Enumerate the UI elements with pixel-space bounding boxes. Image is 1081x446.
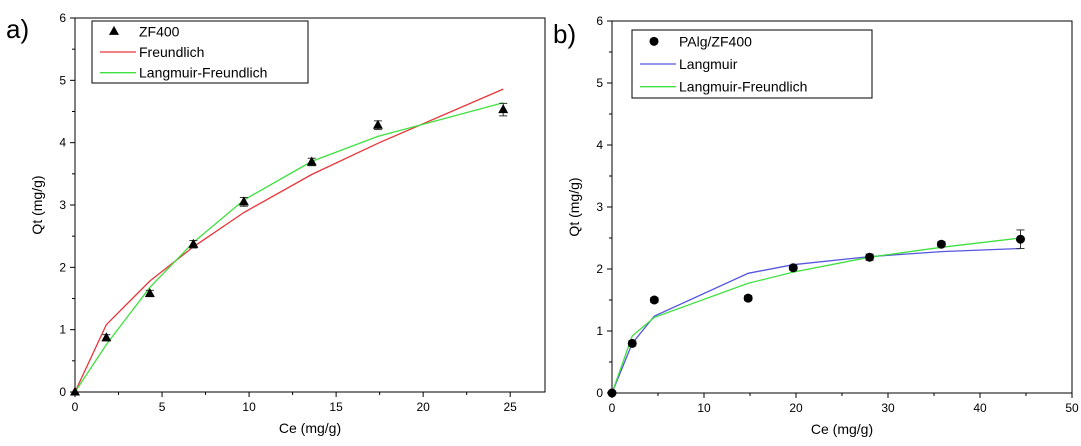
x-tick-label: 0 — [609, 401, 616, 415]
y-tick-label: 2 — [59, 260, 66, 274]
chart-a: 0 5 10 15 20 25 0 1 2 3 4 5 6 Ce (mg/g) Qt (mg/g) ZF400… — [29, 11, 546, 436]
x-tick-label: 20 — [416, 400, 430, 414]
y-tick-label: 3 — [596, 200, 603, 214]
data-point — [498, 104, 509, 114]
y-axis-title: Qt (mg/g) — [566, 177, 582, 236]
series-line — [74, 102, 504, 393]
x-axis-title: Ce (mg/g) — [811, 421, 873, 437]
panel-label-b: b) — [553, 19, 576, 49]
y-tick-label: 3 — [59, 198, 66, 212]
data-point — [188, 238, 199, 248]
legend-marker-swatch — [649, 36, 659, 46]
y-tick-label: 5 — [596, 76, 603, 90]
x-tick-label: 10 — [697, 401, 711, 415]
x-tick-label: 30 — [881, 401, 895, 415]
x-axis-title: Ce (mg/g) — [279, 420, 341, 436]
legend-label: ZF400 — [139, 23, 180, 39]
y-tick-label: 0 — [596, 386, 603, 400]
y-tick-label: 6 — [59, 11, 66, 25]
chart-b: 0 10 20 30 40 50 0 1 2 3 4 5 6 Ce (mg/g) Qt (mg/g) PAlg… — [566, 14, 1079, 437]
x-tick-label: 20 — [789, 401, 803, 415]
panel-label-a: a) — [6, 14, 29, 44]
data-point — [1015, 234, 1025, 244]
y-tick-label: 6 — [596, 14, 603, 28]
y-tick-label: 1 — [59, 323, 66, 337]
legend: ZF400 Freundlich Langmuir-Freundlich — [91, 20, 309, 84]
x-tick-label: 15 — [329, 400, 343, 414]
series-line — [611, 247, 1021, 394]
data-point — [936, 239, 946, 249]
legend-label: Langmuir-Freundlich — [679, 79, 807, 95]
legend-marker-swatch — [109, 25, 119, 35]
x-tick-label: 50 — [1065, 401, 1079, 415]
legend-label: Freundlich — [139, 44, 204, 60]
x-tick-label: 10 — [242, 400, 256, 414]
data-point — [627, 338, 637, 348]
series-line — [74, 88, 504, 393]
legend: PAlg/ZF400 Langmuir Langmuir-Freundlich — [631, 29, 873, 99]
y-tick-label: 4 — [596, 138, 603, 152]
data-point — [607, 388, 617, 398]
x-tick-label: 25 — [504, 400, 518, 414]
y-axis-title: Qt (mg/g) — [29, 175, 45, 234]
y-tick-label: 0 — [59, 385, 66, 399]
y-tick-label: 1 — [596, 324, 603, 338]
data-point — [865, 252, 875, 262]
data-point — [649, 295, 659, 305]
data-point — [372, 119, 383, 129]
y-tick-label: 5 — [59, 73, 66, 87]
data-point — [238, 196, 249, 206]
legend-label: Langmuir — [679, 56, 738, 72]
data-point — [743, 293, 753, 303]
x-tick-label: 0 — [72, 400, 79, 414]
legend-label: Langmuir-Freundlich — [139, 65, 267, 81]
series-line — [611, 237, 1021, 394]
data-point — [306, 156, 317, 166]
x-tick-label: 40 — [973, 401, 987, 415]
data-point — [101, 332, 112, 342]
data-point — [788, 263, 798, 273]
y-tick-label: 4 — [59, 136, 66, 150]
y-tick-label: 2 — [596, 262, 603, 276]
data-point — [70, 386, 80, 396]
data-point — [144, 288, 155, 298]
legend-label: PAlg/ZF400 — [679, 33, 752, 49]
x-tick-label: 5 — [159, 400, 166, 414]
